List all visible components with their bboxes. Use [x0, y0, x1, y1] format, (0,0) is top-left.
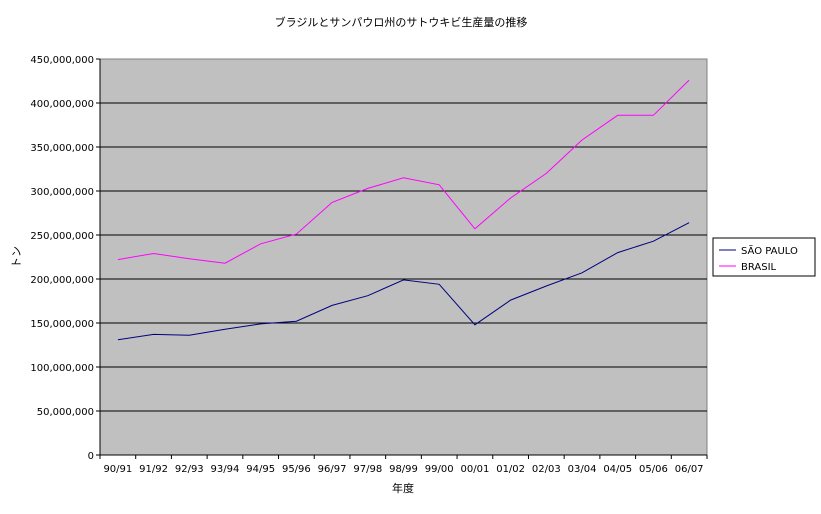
x-tick-label: 92/93: [175, 464, 204, 475]
legend: SÃO PAULO BRASIL: [712, 237, 816, 277]
y-tick-label: 350,000,000: [30, 143, 94, 154]
y-tick-label: 450,000,000: [30, 55, 94, 66]
series-line-s-o-paulo: [117, 222, 690, 341]
x-tick-label: 90/91: [103, 464, 132, 475]
x-tick-label: 06/07: [675, 464, 704, 475]
x-tick-label: 02/03: [532, 464, 561, 475]
series-lines: [117, 79, 690, 341]
x-tick-label: 99/00: [425, 464, 454, 475]
x-tick-label: 96/97: [318, 464, 347, 475]
legend-items: SÃO PAULO BRASIL: [719, 244, 798, 273]
x-tick-label: 95/96: [282, 464, 311, 475]
x-tick-label: 93/94: [211, 464, 240, 475]
x-tick-label: 97/98: [353, 464, 382, 475]
plot-area: [99, 58, 708, 456]
x-tick-label: 94/95: [246, 464, 275, 475]
y-tick-label: 0: [88, 451, 94, 462]
y-axis-title: トン: [10, 246, 23, 268]
chart-title: ブラジルとサンパウロ州のサトウキビ生産量の推移: [275, 15, 528, 29]
x-tick-label: 98/99: [389, 464, 418, 475]
y-tick-label: 150,000,000: [30, 319, 94, 330]
series-line-brasil: [117, 79, 690, 264]
x-tick-label: 04/05: [603, 464, 632, 475]
x-tick-label: 91/92: [139, 464, 168, 475]
x-axis-title: 年度: [392, 481, 414, 495]
x-tick-label: 05/06: [639, 464, 668, 475]
y-axis: 0 50,000,000 100,000,000 150,000,000 200,000…: [30, 55, 101, 462]
y-tick-label: 200,000,000: [30, 275, 94, 286]
legend-box: [712, 237, 816, 277]
grid-lines: [100, 102, 707, 412]
y-tick-label: 300,000,000: [30, 187, 94, 198]
y-tick-label: 400,000,000: [30, 99, 94, 110]
legend-label: SÃO PAULO: [741, 244, 798, 257]
x-tick-label: 03/04: [568, 464, 597, 475]
x-axis: 90/91 91/92 92/93 93/94 94/95 95/96 96/97 97/98…: [99, 454, 708, 475]
y-tick-label: 250,000,000: [30, 231, 94, 242]
x-tick-label: 00/01: [460, 464, 489, 475]
y-tick-label: 50,000,000: [37, 407, 94, 418]
x-tick-label: 01/02: [496, 464, 525, 475]
legend-label: BRASIL: [741, 262, 777, 273]
y-tick-label: 100,000,000: [30, 363, 94, 374]
